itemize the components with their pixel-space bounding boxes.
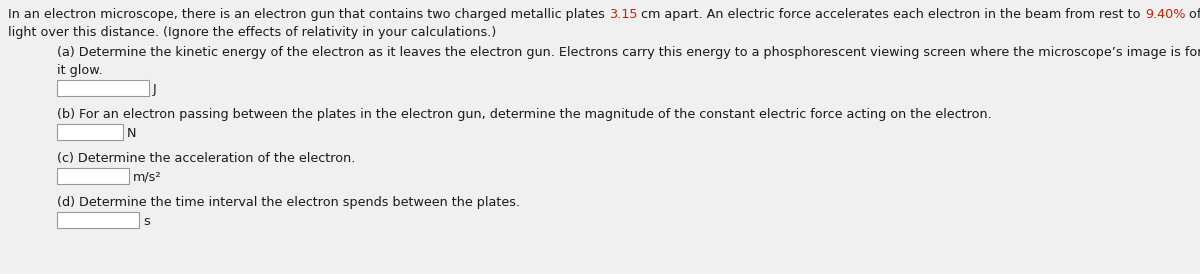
Text: s: s <box>143 215 150 228</box>
FancyBboxPatch shape <box>58 212 139 228</box>
Text: 3.15: 3.15 <box>608 8 637 21</box>
Text: cm apart. An electric force accelerates each electron in the beam from rest to: cm apart. An electric force accelerates … <box>637 8 1145 21</box>
FancyBboxPatch shape <box>58 124 124 140</box>
Text: light over this distance. (Ignore the effects of relativity in your calculations: light over this distance. (Ignore the ef… <box>8 26 497 39</box>
Text: J: J <box>154 83 157 96</box>
Text: 9.40%: 9.40% <box>1145 8 1186 21</box>
Text: m/s²: m/s² <box>133 171 162 184</box>
Text: (d) Determine the time interval the electron spends between the plates.: (d) Determine the time interval the elec… <box>58 196 520 209</box>
Text: (a) Determine the kinetic energy of the electron as it leaves the electron gun. : (a) Determine the kinetic energy of the … <box>58 46 1200 59</box>
Text: (b) For an electron passing between the plates in the electron gun, determine th: (b) For an electron passing between the … <box>58 108 991 121</box>
Text: it glow.: it glow. <box>58 64 103 77</box>
FancyBboxPatch shape <box>58 80 149 96</box>
FancyBboxPatch shape <box>58 168 130 184</box>
Text: of the speed of: of the speed of <box>1186 8 1200 21</box>
Text: In an electron microscope, there is an electron gun that contains two charged me: In an electron microscope, there is an e… <box>8 8 608 21</box>
Text: (c) Determine the acceleration of the electron.: (c) Determine the acceleration of the el… <box>58 152 355 165</box>
Text: N: N <box>127 127 137 140</box>
